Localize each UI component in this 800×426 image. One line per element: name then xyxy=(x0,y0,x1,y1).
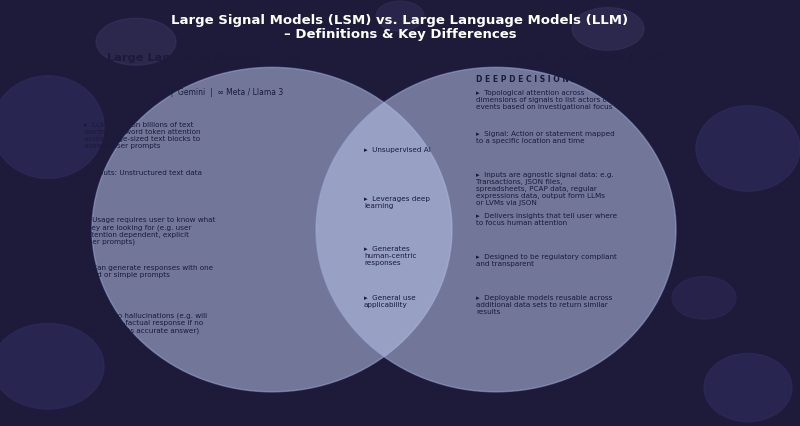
Text: ▸  Generates
human-centric
responses: ▸ Generates human-centric responses xyxy=(364,245,417,265)
Ellipse shape xyxy=(316,68,676,392)
Text: ▸  Delivers insights that tell user where
to focus human attention: ▸ Delivers insights that tell user where… xyxy=(476,212,617,225)
Text: ▸  Leverages deep
learning: ▸ Leverages deep learning xyxy=(364,196,430,209)
Text: Large Language Models (LLM): Large Language Models (LLM) xyxy=(107,53,301,63)
Ellipse shape xyxy=(376,2,424,32)
Text: ▸  Prone to hallucinations (e.g. will
create non-factual response if no
data sup: ▸ Prone to hallucinations (e.g. will cre… xyxy=(84,312,207,333)
Ellipse shape xyxy=(572,9,644,51)
Text: ▸  Can generate responses with one
word or simple prompts: ▸ Can generate responses with one word o… xyxy=(84,265,213,277)
Text: ▸  Signal: Action or statement mapped
to a specific location and time: ▸ Signal: Action or statement mapped to … xyxy=(476,130,614,143)
Text: ▸  Usage requires user to know what
they are looking for (e.g. user
attention de: ▸ Usage requires user to know what they … xyxy=(84,217,215,245)
Text: ▸  Inputs: Unstructured text data: ▸ Inputs: Unstructured text data xyxy=(84,169,202,175)
Text: ▸  LLMs train on billions of text
words, use word token attention
across page-si: ▸ LLMs train on billions of text words, … xyxy=(84,121,201,148)
Text: Large Signal Models (LSM): Large Signal Models (LSM) xyxy=(494,53,666,63)
Text: ▸  Topological attention across
dimensions of signals to list actors or
events b: ▸ Topological attention across dimension… xyxy=(476,89,612,109)
Text: D E E P D E C I S I O N®: D E E P D E C I S I O N® xyxy=(476,75,576,83)
Ellipse shape xyxy=(96,19,176,66)
Ellipse shape xyxy=(0,324,104,409)
Text: ▸  Unsupervised AI: ▸ Unsupervised AI xyxy=(364,147,431,153)
Ellipse shape xyxy=(92,68,452,392)
Text: ▸  Designed to be regulatory compliant
and transparent: ▸ Designed to be regulatory compliant an… xyxy=(476,253,617,266)
Ellipse shape xyxy=(672,277,736,320)
Text: ▸  General use
applicability: ▸ General use applicability xyxy=(364,294,416,307)
Text: Large Signal Models (LSM) vs. Large Language Models (LLM): Large Signal Models (LSM) vs. Large Lang… xyxy=(171,14,629,26)
Ellipse shape xyxy=(0,77,104,179)
Text: ▸  Inputs are agnostic signal data: e.g.
Transactions, JSON files,
spreadsheets,: ▸ Inputs are agnostic signal data: e.g. … xyxy=(476,171,614,205)
Text: ⊙ ChatGPT  |  Gemini  |  ∞ Meta / Llama 3: ⊙ ChatGPT | Gemini | ∞ Meta / Llama 3 xyxy=(124,87,283,96)
Text: ▸  Deployable models reusable across
additional data sets to return similar
resu: ▸ Deployable models reusable across addi… xyxy=(476,294,612,314)
Text: – Definitions & Key Differences: – Definitions & Key Differences xyxy=(284,28,516,40)
Ellipse shape xyxy=(696,106,800,192)
Ellipse shape xyxy=(704,354,792,422)
